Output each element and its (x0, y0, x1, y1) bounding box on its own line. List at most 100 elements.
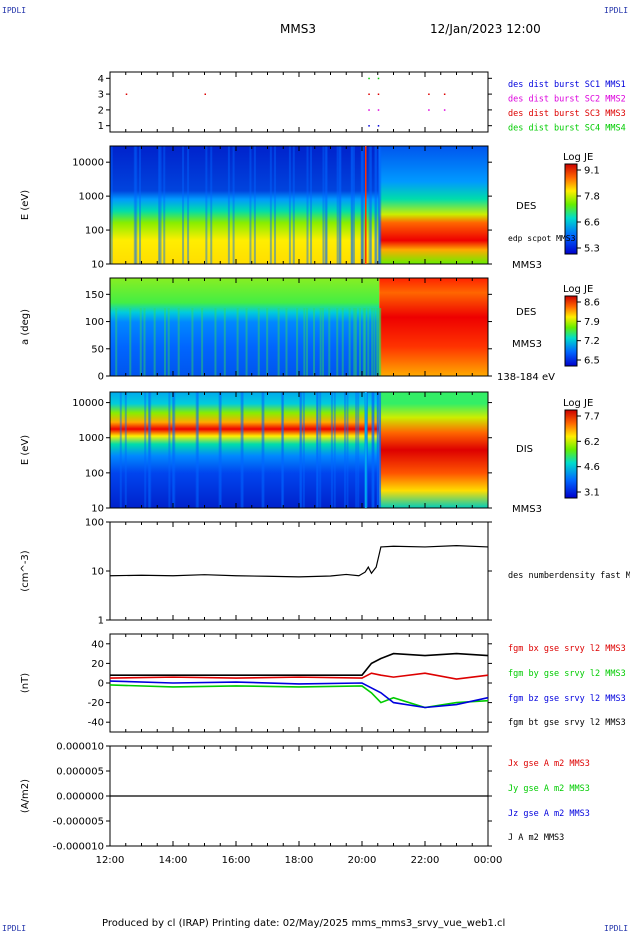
heatmap-stripe (219, 392, 222, 508)
header-spacecraft: MMS3 (280, 22, 316, 36)
legend-burst-3: des dist burst SC3 MMS3 (508, 109, 626, 119)
fgm-line-0 (109, 672, 489, 680)
colorbar-tick-label-3-2: 4.6 (584, 462, 600, 473)
heatmap-stripe (245, 308, 248, 376)
ytick-label-3-2: 1000 (79, 433, 104, 444)
heatmap-region-before (110, 278, 380, 376)
ytick-label-0-2: 3 (98, 90, 104, 101)
heatmap-stripe (139, 146, 142, 264)
heatmap-stripe (296, 308, 299, 376)
ytick-label-3-0: 10 (91, 504, 104, 515)
heatmap-stripe (310, 146, 313, 264)
heatmap-stripe (163, 308, 166, 376)
legend-density: des numberdensity fast M (508, 571, 630, 581)
xtick-label-3: 18:00 (285, 855, 314, 866)
heatmap-stripe (325, 146, 328, 264)
legend-fgm-1: fgm by gse srvy l2 MMS3 (508, 669, 626, 679)
heatmap-stripe (322, 146, 325, 264)
fgm-line-2 (109, 680, 489, 709)
heatmap-stripe (319, 308, 322, 376)
colorbar-tick-label-1-2: 6.6 (584, 218, 600, 229)
heatmap-stripe (195, 392, 198, 508)
heatmap-stripe (205, 146, 208, 264)
ytick-label-1-0: 10 (91, 260, 104, 271)
ytick-label-6-4: 0.000010 (56, 742, 104, 753)
heatmap-stripe (372, 392, 375, 508)
heatmap-stripe (292, 146, 295, 264)
ytick-label-6-3: 0.000005 (56, 767, 104, 778)
heatmap-stripe (201, 308, 204, 376)
colorbar-title-3: Log JE (563, 398, 593, 409)
heatmap-stripe (351, 146, 354, 264)
heatmap-stripe (135, 146, 138, 264)
heatmap-stripe (173, 392, 176, 508)
legend-burst-1: des dist burst SC1 MMS1 (508, 80, 626, 90)
heatmap-stripe (362, 308, 365, 376)
heatmap-stripe (348, 308, 351, 376)
heatmap-stripe (129, 308, 132, 376)
legend-fgm-2: fgm bz gse srvy l2 MMS3 (508, 694, 626, 704)
ytick-label-4-2: 100 (85, 518, 104, 529)
heatmap-stripe (360, 146, 363, 264)
header-datetime: 12/Jan/2023 12:00 (430, 22, 541, 36)
burst-mark (368, 93, 370, 96)
heatmap-stripe (177, 308, 180, 376)
ytick-label-5-0: -40 (88, 718, 104, 729)
heatmap-stripe (316, 392, 319, 508)
heatmap-stripe (191, 308, 194, 376)
burst-mark (428, 93, 430, 96)
heatmap-stripe (110, 146, 113, 264)
panel-label-3-0: DIS (516, 444, 533, 455)
legend-current-1: Jy gse A m2 MMS3 (508, 784, 590, 794)
footer-credits: Produced by cl (IRAP) Printing date: 02/… (102, 918, 506, 929)
heatmap-stripe (119, 392, 122, 508)
y-axis-label-4: (cm^-3) (20, 550, 31, 591)
heatmap-stripe (354, 308, 357, 376)
heatmap-stripe (253, 146, 256, 264)
corner-label-bottom-left: IPDLI (2, 924, 27, 933)
heatmap-stripe (300, 392, 303, 508)
legend-current-2: Jz gse A m2 MMS3 (508, 809, 590, 819)
panel-label-1-1: edp scpot MMS3 (508, 234, 576, 243)
heatmap-stripe (149, 392, 152, 508)
heatmap-stripe (236, 308, 239, 376)
heatmap-stripe (364, 308, 367, 376)
y-axis-label-3: E (eV) (20, 435, 31, 465)
ytick-label-2-2: 100 (85, 317, 104, 328)
heatmap-stripe (376, 392, 379, 508)
burst-mark (125, 93, 128, 96)
panel-label-1-2: MMS3 (512, 260, 542, 271)
heatmap-stripe (232, 146, 235, 264)
heatmap-stripe (227, 146, 230, 264)
heatmap-region-before (110, 392, 380, 508)
heatmap-stripe (358, 308, 361, 376)
legend-current-0: Jx gse A m2 MMS3 (508, 759, 590, 769)
heatmap-stripe (338, 146, 341, 264)
heatmap-stripe (163, 146, 166, 264)
colorbar-tick-label-3-3: 3.1 (584, 488, 600, 499)
heatmap-stripe (367, 308, 370, 376)
heatmap-stripe (159, 146, 162, 264)
heatmap-stripe (361, 146, 364, 264)
colorbar-tick-label-3-1: 6.2 (584, 437, 600, 448)
ytick-label-6-1: -0.000005 (53, 817, 104, 828)
ytick-label-4-0: 1 (98, 616, 104, 627)
heatmap-stripe (241, 392, 244, 508)
ytick-label-2-3: 150 (85, 290, 104, 301)
ytick-label-2-0: 0 (98, 372, 104, 383)
heatmap-stripe (336, 308, 339, 376)
heatmap-stripe (319, 392, 322, 508)
heatmap-stripe (153, 308, 156, 376)
legend-current-3: J A m2 MMS3 (508, 833, 564, 843)
heatmap-stripe (353, 308, 356, 376)
legend-fgm-0: fgm bx gse srvy l2 MMS3 (508, 644, 626, 654)
heatmap-stripe (371, 308, 374, 376)
heatmap-stripe (187, 146, 190, 264)
heatmap-stripe (377, 308, 380, 376)
ytick-label-6-2: 0.000000 (56, 792, 104, 803)
corner-label-top-right: IPDLI (604, 6, 629, 15)
ytick-label-3-1: 100 (85, 468, 104, 479)
burst-mark (368, 109, 370, 111)
heatmap-stripe (115, 308, 118, 376)
heatmap-stripe (261, 392, 264, 508)
